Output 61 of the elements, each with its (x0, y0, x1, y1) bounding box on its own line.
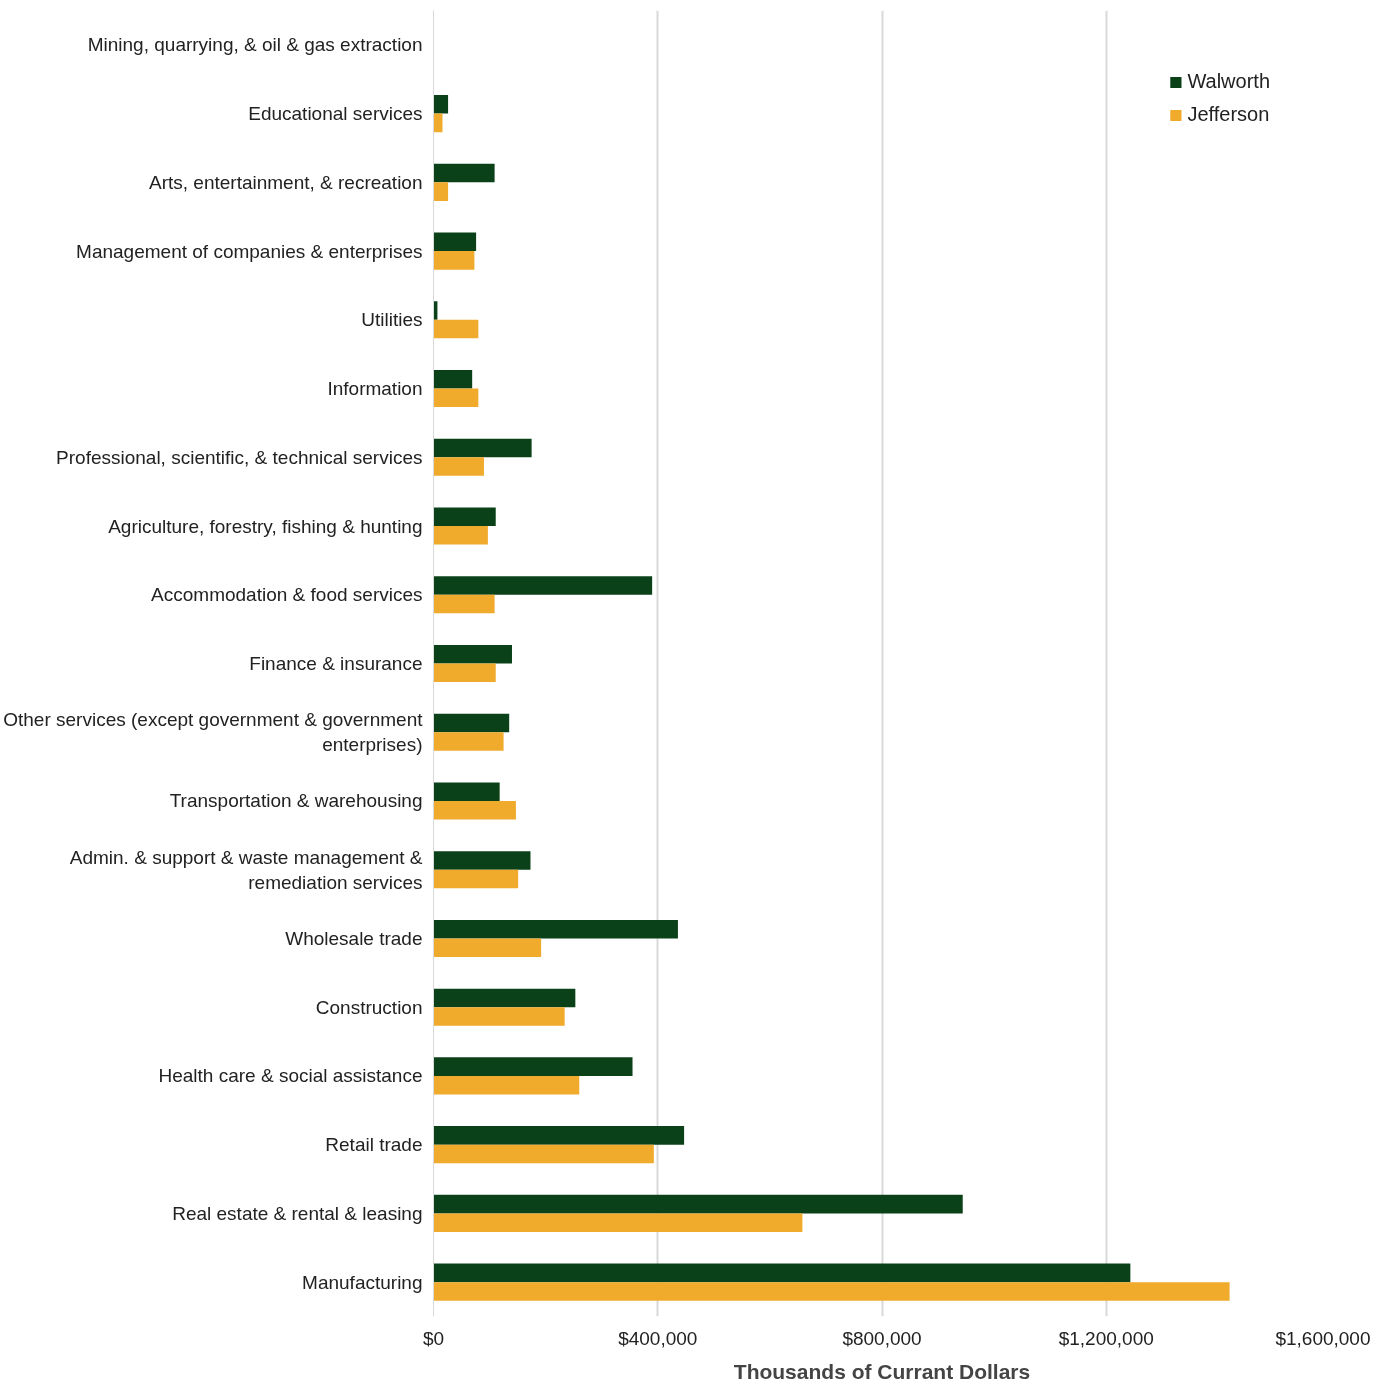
y-tick-label: Manufacturing (302, 1271, 423, 1293)
bar (433, 663, 496, 683)
bar (433, 388, 479, 408)
y-tick-label: Utilities (361, 309, 423, 331)
y-tick-label: Arts, entertainment, & recreation (148, 171, 423, 193)
y-tick-label: Wholesale trade (285, 927, 423, 949)
y-tick-label: Retail trade (325, 1134, 423, 1156)
y-tick-label: Other services (except government & government enterprises) (3, 709, 424, 756)
bar (433, 1075, 580, 1095)
y-tick-label: Professional, scientific, & technical services (56, 446, 423, 468)
bar (433, 869, 519, 889)
y-tick-label: Construction (315, 996, 423, 1018)
bar (433, 1126, 685, 1145)
x-tick-label: $400,000 (618, 1327, 698, 1349)
bar (433, 232, 477, 252)
bar (433, 251, 475, 270)
bar (433, 1263, 1131, 1283)
bar (433, 732, 504, 751)
bar (433, 319, 479, 339)
bar (433, 182, 449, 201)
y-tick-label: Mining, quarrying, & oil & gas extraction (87, 34, 423, 56)
y-tick-label: Accommodation & food services (151, 584, 423, 606)
bar (433, 1007, 565, 1026)
bar (433, 95, 449, 114)
bar (433, 988, 576, 1008)
legend-label: Walworth (1187, 70, 1270, 93)
bar (433, 594, 495, 614)
y-tick-label: Agriculture, forestry, fishing & hunting (108, 515, 423, 537)
bar (433, 1144, 654, 1164)
bar (433, 800, 516, 820)
bar (433, 576, 653, 595)
y-tick-label: Management of companies & enterprises (76, 240, 423, 262)
bar (433, 1213, 803, 1232)
x-tick-label: $1,200,000 (1058, 1327, 1154, 1349)
bar (433, 1282, 1230, 1301)
x-tick-label: $0 (422, 1327, 445, 1349)
bar (433, 851, 531, 870)
bar (433, 369, 473, 389)
bar (433, 507, 496, 527)
y-tick-label: Real estate & rental & leasing (172, 1202, 423, 1224)
bar (433, 919, 678, 939)
bar (433, 938, 542, 958)
bar (433, 644, 512, 664)
bar (433, 438, 532, 458)
bar (433, 1057, 633, 1076)
x-tick-label: $800,000 (842, 1327, 922, 1349)
bar (433, 1194, 963, 1214)
y-tick-label: Admin. & support & waste management & remediation services (69, 846, 423, 893)
y-tick-label: Transportation & warehousing (169, 790, 423, 812)
bar (433, 782, 500, 801)
bar (433, 163, 495, 183)
x-axis-title: Thousands of Currant Dollars (733, 1359, 1031, 1383)
y-tick-label: Health care & social assistance (158, 1065, 423, 1087)
y-tick-label: Information (327, 378, 423, 400)
y-tick-label: Educational services (248, 103, 423, 125)
legend-label: Jefferson (1187, 103, 1270, 126)
bar (433, 457, 484, 476)
x-tick-label: $1,600,000 (1275, 1327, 1371, 1349)
bar (433, 713, 510, 733)
bar (433, 526, 488, 545)
y-tick-label: Finance & insurance (249, 653, 423, 674)
